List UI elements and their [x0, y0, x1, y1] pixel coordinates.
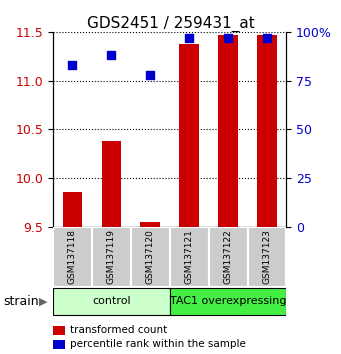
Point [264, 35, 270, 41]
Text: GSM137118: GSM137118 [68, 229, 77, 284]
Bar [209, 227, 248, 287]
Bar [131, 227, 169, 287]
Point [187, 35, 192, 41]
Bar [140, 222, 160, 227]
Text: transformed count: transformed count [70, 325, 167, 335]
Bar [53, 227, 92, 287]
Text: GSM137121: GSM137121 [184, 229, 194, 284]
Text: strain: strain [3, 295, 39, 308]
Text: GSM137122: GSM137122 [224, 229, 233, 284]
Bar [179, 44, 199, 227]
Bar [169, 227, 209, 287]
Point [108, 52, 114, 58]
Text: control: control [92, 296, 131, 306]
Point [225, 35, 231, 41]
Bar [218, 35, 238, 227]
Bar [257, 35, 277, 227]
Text: GSM137123: GSM137123 [263, 229, 271, 284]
Text: GSM137120: GSM137120 [146, 229, 155, 284]
Point [147, 72, 153, 78]
Point [70, 62, 75, 68]
Text: GSM137119: GSM137119 [107, 229, 116, 284]
Text: ▶: ▶ [39, 297, 48, 307]
Bar [169, 288, 286, 315]
Bar [53, 288, 169, 315]
Text: TAC1 overexpressing: TAC1 overexpressing [170, 296, 286, 306]
Bar [102, 141, 121, 227]
Text: percentile rank within the sample: percentile rank within the sample [70, 339, 246, 349]
Bar [248, 227, 286, 287]
Text: GDS2451 / 259431_at: GDS2451 / 259431_at [87, 16, 254, 32]
Bar [63, 193, 82, 227]
Bar [92, 227, 131, 287]
